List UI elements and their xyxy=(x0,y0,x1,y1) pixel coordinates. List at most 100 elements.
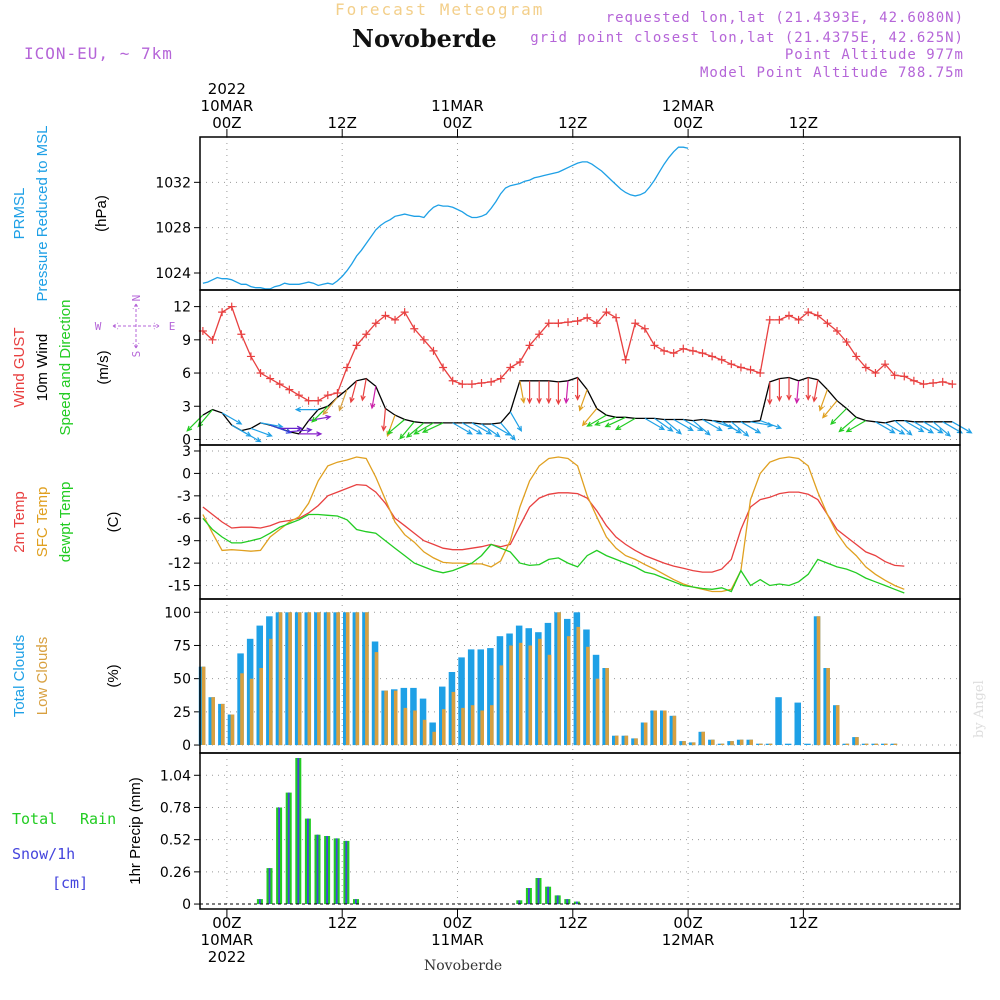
wind-arrow xyxy=(471,422,493,435)
bar-snow xyxy=(316,834,319,904)
gust-marker xyxy=(371,319,380,328)
series-line-pressure xyxy=(202,146,689,290)
footer-location: Novoberde xyxy=(424,958,503,974)
time-label-bottom: 12Z xyxy=(558,914,587,932)
gust-marker xyxy=(323,391,332,400)
time-label-bottom: 00Z xyxy=(212,914,241,932)
wind-arrow xyxy=(413,422,434,435)
wind-arrow xyxy=(322,397,338,416)
gust-marker xyxy=(765,315,774,324)
gust-marker xyxy=(275,380,284,389)
gust-marker xyxy=(429,346,438,355)
wind-arrow xyxy=(279,425,304,432)
series-line-t2m xyxy=(202,483,905,573)
gust-marker xyxy=(881,360,890,369)
bar-low-cloud xyxy=(288,612,292,746)
wind-arrow xyxy=(386,419,406,435)
panel-label: Wind GUST xyxy=(11,327,28,407)
gust-marker xyxy=(352,341,361,350)
wind-arrow xyxy=(740,421,762,434)
y-tick-label: 9 xyxy=(182,333,191,349)
y-tick-label: 3 xyxy=(182,399,191,415)
bar-low-cloud xyxy=(201,666,206,745)
y-tick-label: 25 xyxy=(173,705,191,721)
bar-snow xyxy=(268,868,271,904)
bar-low-cloud xyxy=(701,731,705,746)
wind-arrow xyxy=(594,416,617,426)
time-label-bottom: 2022 xyxy=(208,948,246,966)
bar-low-cloud xyxy=(336,612,340,746)
bar-low-cloud xyxy=(566,636,571,746)
gust-marker xyxy=(775,315,784,324)
gust-marker xyxy=(314,396,323,405)
bar-low-cloud xyxy=(682,741,686,746)
time-label-top: 12MAR xyxy=(662,97,715,115)
wind-arrow xyxy=(509,411,522,432)
wind-arrow xyxy=(903,420,925,433)
gust-marker xyxy=(487,377,496,386)
wind-arrow xyxy=(299,431,323,437)
time-label-top: 12Z xyxy=(789,114,818,132)
bar-low-cloud xyxy=(614,735,619,745)
bar-low-cloud xyxy=(211,697,215,745)
y-tick-label: 0.26 xyxy=(160,865,191,881)
panel-label: PRMSL xyxy=(11,188,28,240)
gust-marker xyxy=(410,324,419,333)
gust-marker xyxy=(736,363,745,372)
bar-low-cloud xyxy=(643,722,648,746)
gust-marker xyxy=(756,369,765,378)
gust-marker xyxy=(583,313,592,322)
gust-marker xyxy=(717,355,726,364)
gust-marker xyxy=(833,326,842,335)
bar-total-cloud xyxy=(458,657,465,745)
gust-marker xyxy=(669,349,678,358)
y-tick-label: 12 xyxy=(173,300,191,316)
bar-low-cloud xyxy=(816,616,821,746)
gust-marker xyxy=(698,349,707,358)
dir-east: E xyxy=(169,320,176,333)
panel-label: (hPa) xyxy=(93,195,110,232)
gust-marker xyxy=(842,338,851,347)
bar-total-cloud xyxy=(794,702,801,746)
gust-marker xyxy=(784,311,793,320)
wind-arrow xyxy=(563,380,570,405)
dir-west: W xyxy=(95,320,102,333)
wind-arrow xyxy=(481,423,501,438)
gust-marker xyxy=(544,319,553,328)
gust-marker xyxy=(294,391,303,400)
bar-snow xyxy=(297,758,300,905)
gust-marker xyxy=(900,372,909,381)
bar-total-cloud xyxy=(477,649,484,745)
bar-low-cloud xyxy=(749,739,753,745)
gust-marker xyxy=(419,335,428,344)
gust-marker xyxy=(208,335,217,344)
bar-low-cloud xyxy=(278,612,283,746)
y-tick-label: -9 xyxy=(177,534,191,550)
y-tick-label: 0 xyxy=(182,466,191,482)
wind-arrow xyxy=(822,400,838,419)
wind-arrow xyxy=(884,422,906,435)
gust-marker xyxy=(515,357,524,366)
gust-marker xyxy=(592,319,601,328)
bar-total-cloud xyxy=(467,649,475,745)
time-label-bottom: 12Z xyxy=(789,914,818,932)
time-label-top: 00Z xyxy=(673,114,702,132)
gust-marker xyxy=(400,308,409,317)
time-label-top: 2022 xyxy=(208,80,246,98)
time-label-bottom: 11MAR xyxy=(431,931,484,949)
bar-low-cloud xyxy=(720,743,725,745)
gust-marker xyxy=(602,308,611,317)
gust-marker xyxy=(362,330,371,339)
panel-label: 2m Temp xyxy=(11,491,28,552)
dir-north: N xyxy=(130,295,143,302)
panel-temperature: -15 -12 -9 -6 -3 0 3 2m Temp SFC Temp dewpt Temp (… xyxy=(11,444,961,600)
wind-arrow xyxy=(812,379,819,403)
gust-marker xyxy=(813,311,822,320)
bar-low-cloud xyxy=(855,737,859,746)
gust-marker xyxy=(938,377,947,386)
grid-point-location: grid point closest lon,lat (21.4375E, 42… xyxy=(530,30,964,46)
bar-low-cloud xyxy=(826,668,830,745)
panel-label: Pressure Reduced to MSL xyxy=(34,126,51,302)
